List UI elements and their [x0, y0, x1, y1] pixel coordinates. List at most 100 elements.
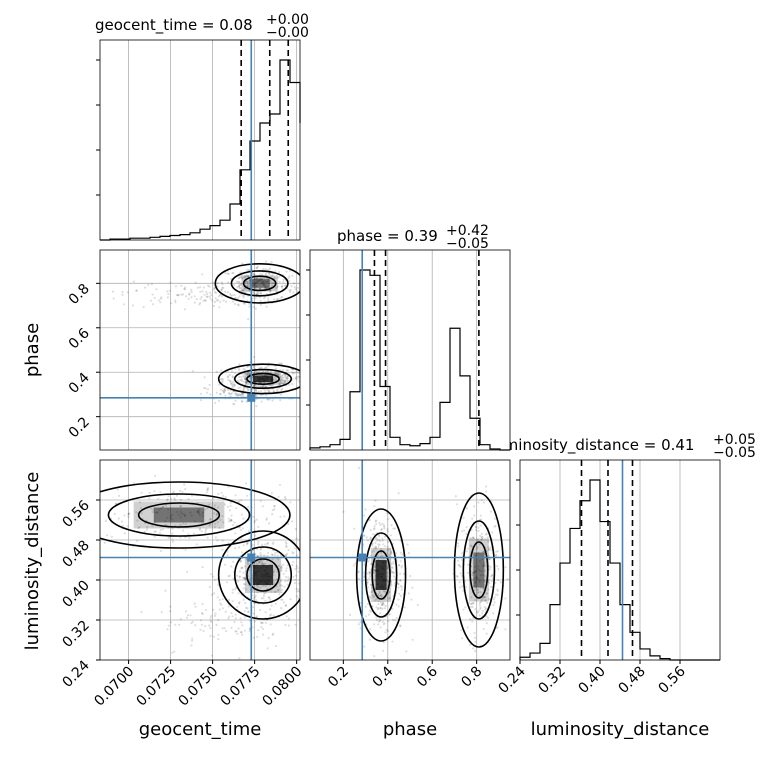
- sample-geocent_time-phase-0-249: [295, 375, 298, 378]
- sample-phase-luminosity_distance-0-343: [363, 514, 366, 517]
- sample-geocent_time-luminosity_distance-0-105: [242, 544, 245, 547]
- sample-geocent_time-phase-0-302: [229, 379, 232, 382]
- sample-geocent_time-phase-2-89: [210, 294, 213, 297]
- sample-geocent_time-luminosity_distance-2-63: [209, 616, 212, 619]
- sample-geocent_time-luminosity_distance-1-173: [224, 496, 227, 499]
- sample-geocent_time-phase-2-21: [203, 293, 206, 296]
- sample-geocent_time-luminosity_distance-0-210: [292, 560, 295, 563]
- sample-geocent_time-phase-0-166: [283, 380, 287, 383]
- title-geocent-time-minus: −0.00: [266, 25, 309, 41]
- sample-phase-luminosity_distance-1-217: [487, 558, 490, 561]
- sample-geocent_time-phase-1-50: [246, 280, 249, 283]
- sample-geocent_time-phase-0-299: [281, 387, 284, 390]
- sample-geocent_time-luminosity_distance-0-394: [239, 559, 242, 563]
- sample-geocent_time-luminosity_distance-1-230: [165, 523, 168, 527]
- sample-geocent_time-phase-3-75: [263, 392, 266, 395]
- sample-geocent_time-phase-2-112: [168, 289, 171, 292]
- sample-phase-luminosity_distance-1-112: [473, 505, 476, 508]
- sample-phase-luminosity_distance-0-119: [397, 598, 400, 601]
- sample-geocent_time-phase-0-412: [246, 373, 249, 376]
- sample-geocent_time-phase-0-32: [244, 372, 247, 375]
- sample-geocent_time-luminosity_distance-1-97: [287, 522, 290, 526]
- sample-geocent_time-phase-2-113: [222, 286, 225, 289]
- sample-phase-luminosity_distance-1-271: [506, 578, 509, 581]
- sample-geocent_time-luminosity_distance-1-195: [238, 526, 241, 529]
- sample-phase-luminosity_distance-1-65: [485, 532, 488, 535]
- sample-geocent_time-phase-0-394: [293, 372, 296, 375]
- sample-geocent_time-luminosity_distance-1-53: [167, 508, 170, 511]
- sample-geocent_time-phase-1-104: [243, 294, 246, 297]
- sample-geocent_time-luminosity_distance-2-93: [234, 613, 237, 616]
- sample-geocent_time-phase-3-53: [215, 391, 218, 394]
- sample-geocent_time-luminosity_distance-1-240: [198, 527, 202, 530]
- sample-geocent_time-phase-3-38: [242, 388, 245, 391]
- sample-phase-luminosity_distance-0-226: [372, 596, 375, 599]
- sample-geocent_time-phase-0-378: [281, 369, 285, 372]
- sample-geocent_time-luminosity_distance-2-73: [227, 602, 230, 606]
- sample-phase-luminosity_distance-0-380: [371, 544, 374, 547]
- sample-geocent_time-phase-3-26: [225, 386, 228, 389]
- sample-geocent_time-luminosity_distance-1-9: [195, 543, 198, 546]
- sample-geocent_time-phase-1-258: [262, 283, 266, 286]
- sample-geocent_time-phase-2-67: [190, 288, 193, 291]
- sample-geocent_time-phase-1-180: [246, 282, 249, 285]
- sample-geocent_time-phase-1-10: [243, 275, 246, 278]
- sample-geocent_time-luminosity_distance-2-81: [169, 605, 172, 608]
- sample-geocent_time-luminosity_distance-0-3: [268, 608, 272, 611]
- sample-phase-luminosity_distance-1-238: [483, 580, 486, 583]
- sample-geocent_time-phase-1-209: [238, 276, 241, 279]
- sample-geocent_time-luminosity_distance-0-323: [210, 573, 213, 576]
- sample-phase-luminosity_distance-0-351: [391, 566, 394, 570]
- sample-geocent_time-phase-0-24: [228, 373, 231, 377]
- sample-geocent_time-luminosity_distance-1-260: [208, 524, 211, 527]
- sample-geocent_time-phase-2-34: [123, 303, 126, 306]
- sample-phase-luminosity_distance-1-56: [470, 603, 473, 606]
- contour-phase-luminosity_distance-1-1: [462, 520, 496, 620]
- sample-phase-luminosity_distance-0-269: [352, 564, 355, 567]
- sample-geocent_time-phase-1-84: [258, 278, 261, 281]
- sample-geocent_time-phase-0-275: [280, 375, 284, 378]
- sample-geocent_time-phase-3-82: [278, 384, 281, 387]
- sample-geocent_time-phase-2-37: [155, 288, 158, 291]
- sample-phase-luminosity_distance-1-73: [465, 550, 468, 553]
- sample-geocent_time-luminosity_distance-0-247: [246, 561, 249, 564]
- sample-geocent_time-phase-1-257: [220, 281, 223, 284]
- sample-phase-luminosity_distance-0-273: [385, 512, 388, 515]
- sample-geocent_time-phase-1-17: [274, 270, 277, 273]
- sample-phase-luminosity_distance-1-105: [494, 524, 497, 528]
- sample-geocent_time-luminosity_distance-1-81: [159, 491, 162, 494]
- sample-geocent_time-phase-2-152: [177, 294, 180, 297]
- sample-geocent_time-phase-0-145: [256, 385, 259, 388]
- density-cell-outer-geocent_time-luminosity_distance-1: [133, 501, 225, 529]
- sample-phase-luminosity_distance-1-264: [475, 575, 478, 579]
- sample-geocent_time-phase-2-36: [144, 286, 147, 289]
- sample-geocent_time-luminosity_distance-1-36: [214, 536, 217, 539]
- sample-geocent_time-phase-0-274: [242, 374, 245, 378]
- sample-geocent_time-luminosity_distance-1-168: [227, 517, 230, 520]
- sample-phase-luminosity_distance-1-137: [475, 593, 478, 596]
- sample-geocent_time-luminosity_distance-1-157: [167, 495, 170, 498]
- sample-geocent_time-luminosity_distance-0-142: [262, 554, 265, 557]
- sample-geocent_time-luminosity_distance-1-187: [219, 518, 222, 521]
- sample-geocent_time-phase-2-114: [190, 296, 193, 299]
- sample-geocent_time-phase-3-89: [229, 393, 232, 396]
- sample-geocent_time-luminosity_distance-1-89: [166, 516, 169, 519]
- sample-phase-luminosity_distance-0-28: [377, 620, 380, 623]
- sample-phase-luminosity_distance-0-328: [378, 538, 381, 542]
- sample-geocent_time-phase-2-115: [152, 303, 155, 306]
- sample-phase-luminosity_distance-1-222: [465, 532, 468, 536]
- sample-geocent_time-luminosity_distance-0-32: [257, 562, 260, 565]
- sample-geocent_time-luminosity_distance-0-30: [266, 587, 269, 591]
- sample-phase-luminosity_distance-1-128: [456, 559, 460, 562]
- sample-phase-luminosity_distance-1-173: [482, 563, 485, 566]
- sample-geocent_time-luminosity_distance-2-3: [213, 614, 216, 618]
- sample-phase-luminosity_distance-1-147: [472, 647, 475, 650]
- sample-phase-luminosity_distance-0-203: [383, 545, 386, 548]
- sample-geocent_time-phase-0-268: [240, 378, 243, 381]
- sample-geocent_time-phase-1-170: [264, 273, 267, 276]
- xtick-label-geocent_time-2: 0.0750: [175, 664, 221, 710]
- sample-geocent_time-phase-2-18: [174, 301, 177, 304]
- sample-geocent_time-phase-1-120: [260, 279, 263, 282]
- sample-geocent_time-phase-0-262: [241, 400, 244, 403]
- sample-phase-luminosity_distance-0-197: [387, 620, 390, 623]
